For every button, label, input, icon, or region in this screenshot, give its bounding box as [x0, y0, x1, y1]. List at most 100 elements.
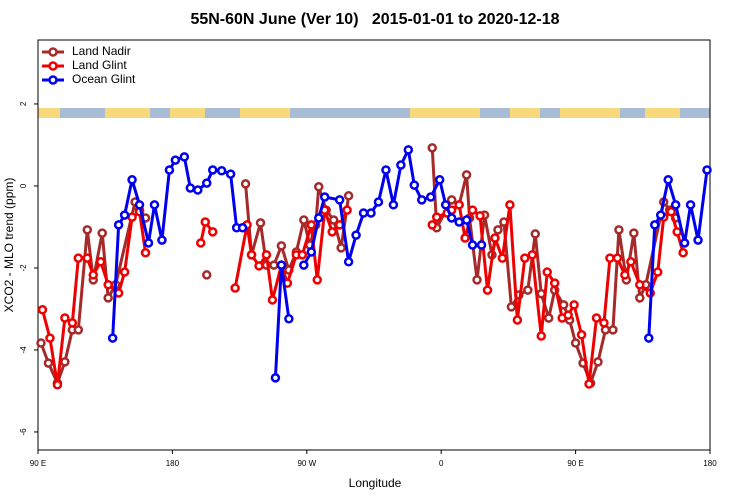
- point: [644, 333, 654, 343]
- point: [269, 260, 279, 270]
- point: [409, 180, 420, 190]
- point: [254, 261, 264, 271]
- point: [119, 267, 130, 277]
- legend-label: Ocean Glint: [72, 72, 136, 86]
- point: [216, 166, 227, 176]
- legend-marker: [48, 75, 58, 85]
- point: [193, 185, 203, 195]
- point: [306, 220, 317, 230]
- y-tick-label: 0: [19, 183, 28, 188]
- point: [230, 283, 240, 293]
- point: [543, 313, 554, 323]
- point: [549, 278, 560, 288]
- y-tick-label: -4: [19, 346, 28, 354]
- x-tick-label: 180: [166, 459, 180, 468]
- point: [358, 208, 369, 218]
- point: [666, 207, 676, 217]
- point: [103, 280, 113, 290]
- point: [351, 230, 361, 240]
- x-tick-label: 0: [439, 459, 444, 468]
- chart-title: 55N-60N June (Ver 10) 2015-01-01 to 2020…: [190, 11, 559, 28]
- y-axis-label: XCO2 - MLO trend (ppm): [2, 178, 16, 313]
- point: [569, 300, 579, 310]
- point: [685, 200, 696, 210]
- point: [461, 170, 472, 180]
- point: [434, 175, 445, 185]
- point: [523, 285, 533, 295]
- point: [431, 212, 442, 222]
- point: [626, 257, 636, 267]
- point: [43, 358, 54, 368]
- point: [520, 253, 530, 263]
- point: [563, 310, 573, 320]
- point: [73, 253, 84, 263]
- series-line: [41, 202, 685, 386]
- point: [576, 330, 587, 340]
- point: [246, 250, 257, 260]
- y-tick-label: 2: [19, 101, 28, 106]
- point: [299, 260, 309, 270]
- point: [297, 250, 308, 260]
- point: [237, 223, 248, 233]
- point: [313, 182, 324, 192]
- point: [134, 200, 145, 210]
- point: [403, 145, 414, 155]
- point: [655, 210, 666, 220]
- point: [570, 338, 581, 348]
- point: [276, 241, 287, 251]
- point: [678, 248, 688, 258]
- point: [37, 305, 48, 315]
- point: [454, 217, 464, 227]
- point: [591, 313, 602, 323]
- point: [629, 228, 639, 238]
- series-line: [39, 147, 677, 388]
- point: [482, 285, 493, 295]
- point: [446, 213, 457, 223]
- point: [427, 143, 437, 153]
- point: [608, 325, 618, 335]
- point: [306, 247, 317, 257]
- point: [200, 217, 211, 227]
- point: [693, 235, 703, 245]
- point: [140, 248, 151, 258]
- point: [476, 240, 487, 250]
- plot-frame: [37, 39, 711, 451]
- point: [475, 211, 485, 221]
- point: [179, 152, 190, 162]
- point: [276, 260, 287, 270]
- x-tick-label: 90 W: [297, 459, 316, 468]
- point: [113, 220, 124, 230]
- y-tick-label: -2: [19, 264, 28, 272]
- point: [157, 235, 167, 245]
- point: [164, 165, 175, 175]
- point: [284, 314, 294, 324]
- point: [328, 215, 339, 225]
- point: [672, 227, 682, 237]
- point: [467, 240, 478, 250]
- point: [149, 200, 160, 210]
- point: [536, 331, 547, 341]
- point: [342, 205, 352, 215]
- point: [185, 183, 196, 193]
- point: [506, 302, 517, 312]
- point: [497, 253, 508, 263]
- point: [605, 253, 615, 263]
- point: [207, 227, 218, 237]
- point: [67, 318, 78, 328]
- point: [614, 225, 624, 235]
- point: [702, 165, 712, 175]
- point: [170, 155, 181, 165]
- legend-marker: [48, 61, 58, 71]
- legend-label: Land Glint: [72, 58, 127, 72]
- point: [505, 200, 515, 210]
- point: [143, 238, 154, 248]
- point: [334, 195, 345, 205]
- point: [490, 233, 500, 243]
- point: [440, 200, 451, 210]
- point: [299, 215, 309, 225]
- point: [460, 233, 470, 243]
- point: [388, 200, 399, 210]
- point: [127, 175, 137, 185]
- x-axis-label: Longitude: [349, 476, 402, 490]
